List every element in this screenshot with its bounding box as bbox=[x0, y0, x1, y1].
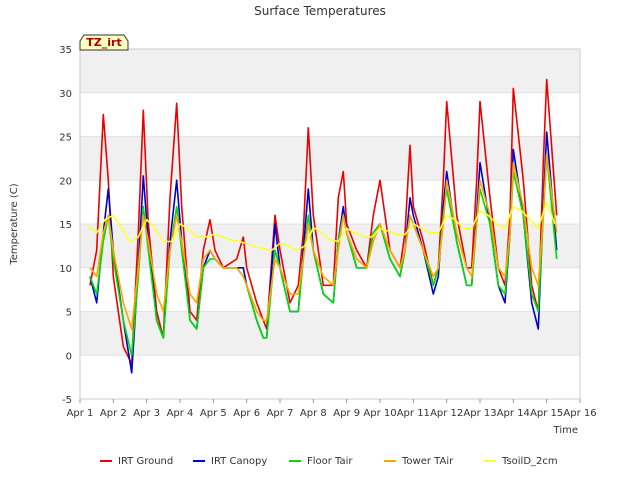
series-lines bbox=[87, 78, 558, 374]
y-tick-label: -5 bbox=[62, 395, 72, 406]
y-tick-label: 30 bbox=[59, 89, 72, 100]
x-tick-label: Apr 13 bbox=[463, 408, 496, 419]
x-tick-label: Apr 10 bbox=[363, 408, 396, 419]
y-tick-label: 5 bbox=[66, 308, 72, 319]
x-tick-label: Apr 3 bbox=[133, 408, 160, 419]
x-tick-label: Apr 2 bbox=[100, 408, 127, 419]
x-tick-label: Apr 4 bbox=[167, 408, 194, 419]
x-tick-label: Apr 1 bbox=[67, 408, 94, 419]
x-tick-label: Apr 14 bbox=[497, 408, 530, 419]
legend-label-irt-ground: IRT Ground bbox=[118, 456, 173, 467]
x-axis: Apr 1 Apr 2 Apr 3 Apr 4 Apr 5 Apr 6 Apr 7 Apr 8… bbox=[67, 399, 597, 419]
legend-label-floor-tair: Floor Tair bbox=[307, 456, 353, 467]
x-tick-label: Apr 8 bbox=[300, 408, 327, 419]
series-line-irt-ground bbox=[89, 78, 558, 365]
legend: IRT Ground IRT Canopy Floor Tair Tower TAir… bbox=[100, 456, 558, 467]
x-tick-label: Apr 15 bbox=[530, 408, 563, 419]
series-line-tsoild-2cm bbox=[87, 201, 556, 252]
legend-label-tower-tair: Tower TAir bbox=[401, 456, 454, 467]
x-tick-label: Apr 12 bbox=[430, 408, 463, 419]
y-tick-label: 35 bbox=[59, 45, 72, 56]
chart-title: Surface Temperatures bbox=[254, 4, 386, 18]
x-tick-label: Apr 16 bbox=[563, 408, 596, 419]
y-tick-label: 20 bbox=[59, 176, 72, 187]
tz-irt-badge: TZ_irt bbox=[79, 34, 129, 51]
y-tick-label: 0 bbox=[66, 351, 72, 362]
plot-frame bbox=[79, 48, 581, 400]
y-axis: -5 0 5 10 15 20 25 30 35 bbox=[59, 45, 72, 406]
plot-bands bbox=[80, 49, 580, 356]
y-axis-label: Temperature (C) bbox=[9, 183, 20, 265]
plot-band bbox=[80, 224, 580, 268]
x-tick-label: Apr 7 bbox=[267, 408, 294, 419]
legend-label-tsoild-2cm: TsoilD_2cm bbox=[501, 456, 558, 467]
x-tick-label: Apr 5 bbox=[200, 408, 227, 419]
y-tick-label: 25 bbox=[59, 133, 72, 144]
y-tick-label: 10 bbox=[59, 264, 72, 275]
badge-label: TZ_irt bbox=[86, 36, 121, 49]
series-line-tower-tair bbox=[89, 153, 558, 330]
y-tick-label: 15 bbox=[59, 220, 72, 231]
x-tick-label: Apr 9 bbox=[333, 408, 360, 419]
x-axis-label: Time bbox=[553, 425, 578, 436]
legend-label-irt-canopy: IRT Canopy bbox=[211, 456, 267, 467]
x-tick-label: Apr 6 bbox=[233, 408, 260, 419]
plot-band bbox=[80, 49, 580, 93]
x-tick-label: Apr 11 bbox=[397, 408, 430, 419]
plot-band bbox=[80, 311, 580, 356]
plot-band bbox=[80, 136, 580, 181]
